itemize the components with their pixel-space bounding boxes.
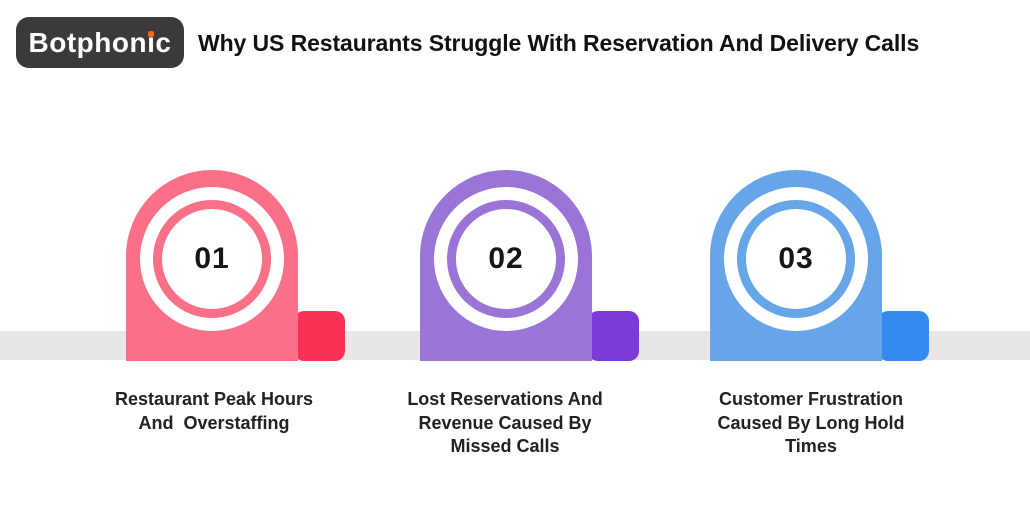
step-3-number: 03 (778, 242, 814, 275)
logo-i-dot-icon (148, 30, 155, 37)
step-1-ring: 01 (153, 200, 271, 318)
step-label-line: Revenue Caused By (418, 412, 592, 433)
page-title: Why US Restaurants Struggle With Reserva… (198, 30, 920, 56)
step-3-label: Customer Frustration Caused By Long Hold… (681, 388, 941, 459)
step-label-line: Caused By Long Hold (717, 412, 905, 433)
botphonic-logo: Botphonı c (16, 17, 184, 68)
step-2-label: Lost Reservations And Revenue Caused By … (375, 388, 635, 459)
step-label-line: Customer Frustration (718, 389, 904, 409)
logo-text-prefix: Botphon (28, 26, 148, 58)
step-2-number: 02 (488, 242, 524, 275)
step-3-number-badge: 03 (724, 187, 868, 331)
logo-i-stem: ı (147, 26, 156, 58)
step-label-line: Times (785, 436, 837, 456)
step-label-line: Lost Reservations And (407, 389, 603, 409)
step-label-line: Missed Calls (450, 436, 560, 456)
step-label-line: Restaurant Peak Hours (114, 389, 314, 409)
step-1-number-badge: 01 (140, 187, 284, 331)
logo-text: Botphonı c (28, 26, 172, 58)
step-1-label: Restaurant Peak Hours And Overstaffing (84, 388, 344, 435)
logo-text-suffix: c (155, 26, 172, 58)
step-1-tab (294, 311, 345, 361)
step-label-line: And Overstaffing (138, 412, 290, 433)
step-1-number: 01 (194, 242, 230, 275)
step-3-ring: 03 (737, 200, 855, 318)
step-2-ring: 02 (447, 200, 565, 318)
step-2-number-badge: 02 (434, 187, 578, 331)
step-2-tab (588, 311, 639, 361)
logo-letter-i: ı (147, 26, 156, 58)
step-3-tab (878, 311, 929, 361)
